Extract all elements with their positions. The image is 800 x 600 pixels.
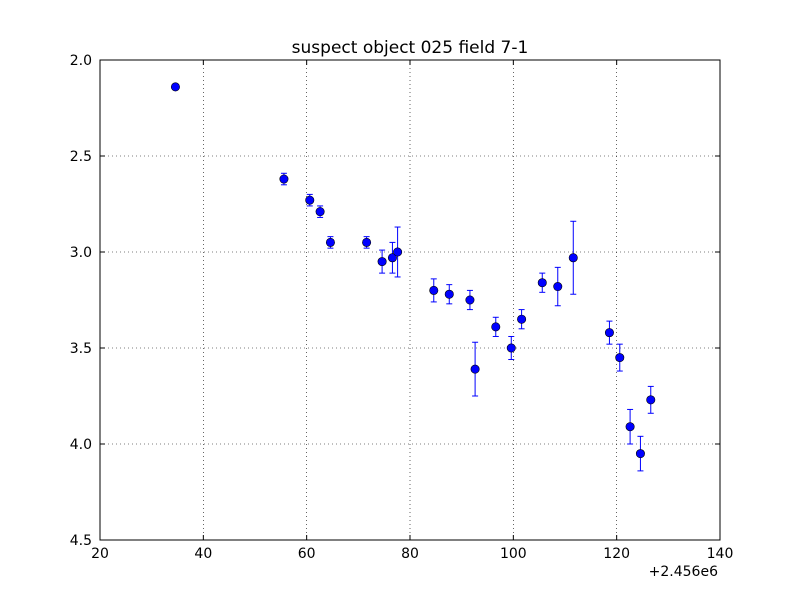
data-point (325, 237, 335, 247)
plot-frame (99, 59, 721, 541)
data-point (470, 364, 480, 374)
data-point (615, 353, 625, 363)
data-point (279, 174, 289, 184)
grid-lines (100, 60, 720, 540)
data-point (625, 422, 635, 432)
x-tick-label: 40 (194, 546, 212, 562)
x-tick-label: 80 (401, 546, 419, 562)
data-points (170, 82, 656, 459)
x-tick-label: 60 (298, 546, 316, 562)
y-axis-ticks: 2.0 2.5 3.0 3.5 4.0 4.5 (70, 53, 720, 549)
y-tick-label: 2.0 (70, 53, 92, 69)
y-tick-label: 4.0 (70, 437, 92, 453)
data-point (444, 289, 454, 299)
chart-title: suspect object 025 field 7-1 (292, 38, 529, 58)
data-point (517, 314, 527, 324)
y-tick-label: 2.5 (70, 149, 92, 165)
data-point (635, 449, 645, 459)
data-point (305, 195, 315, 205)
x-offset-label: +2.456e6 (649, 564, 718, 580)
data-point (465, 295, 475, 305)
x-tick-label: 100 (500, 546, 527, 562)
x-tick-label: 140 (707, 546, 734, 562)
data-point (377, 257, 387, 267)
y-tick-label: 3.0 (70, 245, 92, 261)
data-point (170, 82, 180, 92)
data-point (362, 237, 372, 247)
data-point (387, 253, 397, 263)
y-tick-label: 4.5 (70, 533, 92, 549)
data-point (537, 278, 547, 288)
data-point (429, 285, 439, 295)
data-point (553, 282, 563, 292)
x-tick-label: 120 (603, 546, 630, 562)
x-tick-label: 20 (91, 546, 109, 562)
data-point (568, 253, 578, 263)
data-point (506, 343, 516, 353)
data-point (315, 207, 325, 217)
y-tick-label: 3.5 (70, 341, 92, 357)
data-point (646, 395, 656, 405)
data-point (604, 328, 614, 338)
data-point (491, 322, 501, 332)
data-point (393, 247, 403, 257)
